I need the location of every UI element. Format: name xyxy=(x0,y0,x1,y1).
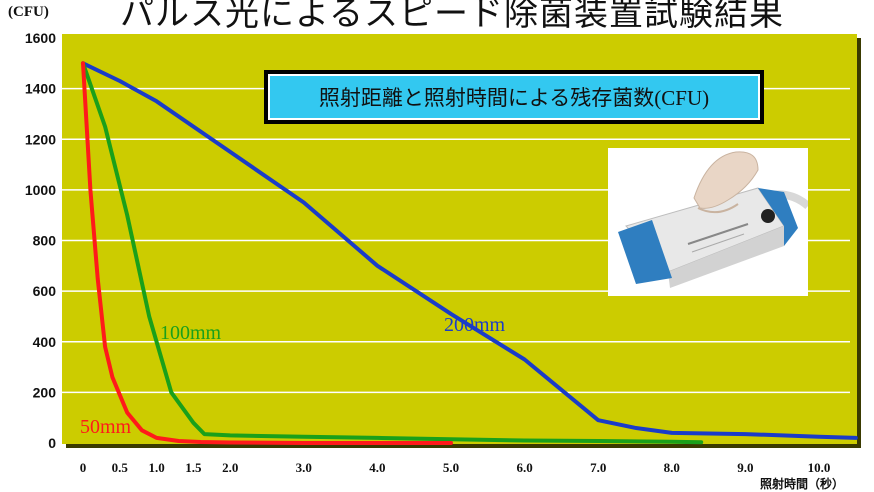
series-label-50mm: 50mm xyxy=(80,416,132,438)
x-tick-label: 10.0 xyxy=(808,460,831,475)
x-tick-label: 9.0 xyxy=(737,460,753,475)
y-tick-label: 400 xyxy=(33,334,57,350)
x-axis-ticks: 0 0.5 1.0 1.5 2.0 3.0 4.0 5.0 6.0 7.0 8.0 9.0 10.0 xyxy=(80,460,831,475)
x-tick-label: 1.0 xyxy=(148,460,164,475)
y-tick-label: 0 xyxy=(48,435,56,451)
y-tick-label: 1400 xyxy=(25,81,56,97)
x-tick-label: 0 xyxy=(80,460,87,475)
x-tick-label: 8.0 xyxy=(664,460,680,475)
y-axis-ticks: 0 200 400 600 800 1000 1200 1400 1600 xyxy=(25,30,56,451)
y-tick-label: 200 xyxy=(33,384,57,400)
y-tick-label: 1000 xyxy=(25,182,56,198)
y-tick-label: 1600 xyxy=(25,30,56,46)
x-tick-label: 0.5 xyxy=(112,460,129,475)
chart-caption-text: 照射距離と照射時間による残存菌数(CFU) xyxy=(268,74,760,120)
page-title: パルス光によるスピード除菌装置試験結果 xyxy=(120,0,784,34)
pulse-light-device-illustration xyxy=(608,148,808,296)
series-line-50mm xyxy=(81,61,453,445)
x-tick-label: 5.0 xyxy=(443,460,459,475)
series-line-200mm xyxy=(81,61,858,440)
device-photo xyxy=(608,148,808,296)
y-tick-label: 600 xyxy=(33,283,57,299)
y-tick-label: 800 xyxy=(33,233,57,249)
x-tick-label: 1.5 xyxy=(185,460,202,475)
y-tick-label: 1200 xyxy=(25,131,56,147)
x-tick-label: 7.0 xyxy=(590,460,606,475)
series-label-100mm: 100mm xyxy=(160,322,222,344)
x-tick-label: 6.0 xyxy=(516,460,532,475)
x-axis-title: 照射時間（秒） xyxy=(760,477,845,491)
x-tick-label: 2.0 xyxy=(222,460,238,475)
series-lines xyxy=(81,61,858,445)
series-line-100mm xyxy=(81,61,704,445)
series-label-200mm: 200mm xyxy=(444,314,506,336)
chart-caption-box: 照射距離と照射時間による残存菌数(CFU) xyxy=(264,70,764,124)
x-tick-label: 3.0 xyxy=(296,460,312,475)
x-tick-label: 4.0 xyxy=(369,460,385,475)
y-axis-unit-label: (CFU) xyxy=(8,4,49,20)
